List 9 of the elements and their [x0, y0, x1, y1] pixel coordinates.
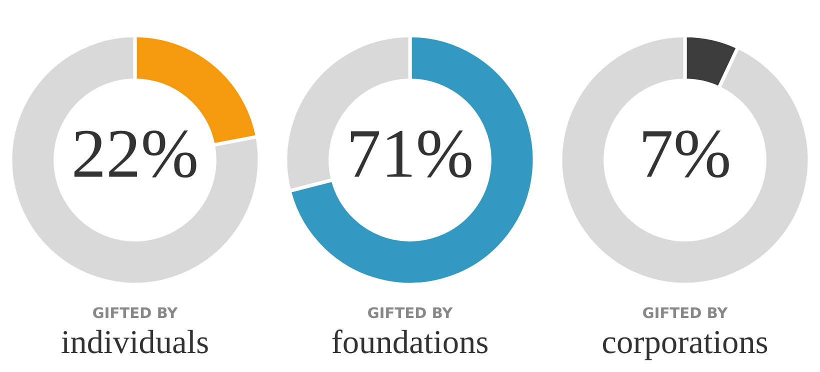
data-label: 22% [74, 130, 196, 178]
data-label: 7% [643, 130, 729, 178]
text: foundations [332, 330, 488, 354]
text: individuals [62, 330, 208, 354]
text: GIFTED BY [643, 307, 728, 318]
text: corporations [602, 330, 768, 360]
data-label: 71% [350, 130, 472, 178]
text: GIFTED BY [93, 307, 178, 318]
text: GIFTED BY [368, 307, 453, 318]
